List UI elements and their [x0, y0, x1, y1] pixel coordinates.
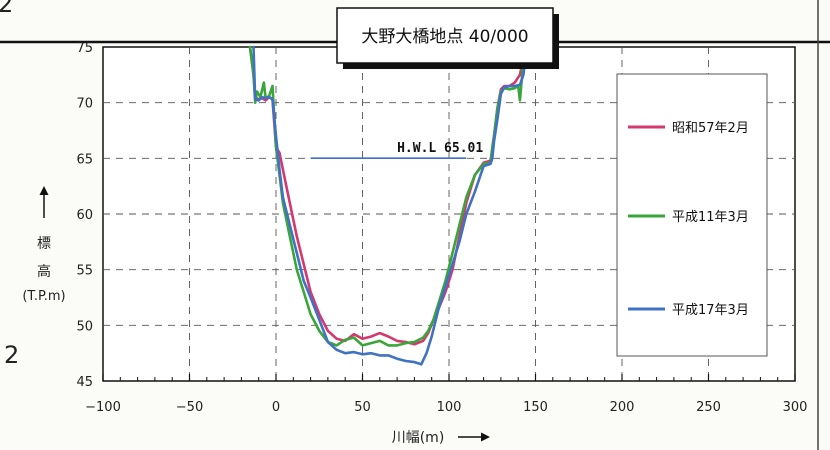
- y-tick-label: 70: [76, 97, 93, 112]
- title-box: [336, 7, 554, 64]
- legend-label-2: 平成11年3月: [672, 210, 749, 225]
- y-tick-label: 60: [76, 208, 93, 223]
- x-axis-arrow-head: [481, 432, 490, 442]
- x-tick-label: 100: [437, 400, 462, 415]
- y-axis-label-char-1: 標: [37, 236, 51, 252]
- chart-title-box: 大野大橋地点 40/000: [336, 7, 559, 69]
- x-tick-label: 50: [354, 400, 371, 415]
- series-lines: [248, 45, 529, 366]
- y-axis-unit: (T.P.m): [22, 289, 65, 304]
- y-axis-label: 標 高 (T.P.m): [22, 186, 66, 304]
- top-left-digit: 2: [0, 0, 13, 18]
- y-tick-label: 55: [76, 264, 93, 279]
- y-tick-label: 65: [76, 152, 93, 167]
- y-tick-label: 75: [76, 41, 93, 56]
- y-tick-label: 50: [76, 319, 93, 334]
- x-axis-ticks: −100 −50 0 50 100 150 200 250 300: [85, 374, 807, 415]
- y-axis-ticks: 45 50 55 60 65 70 75: [76, 41, 93, 390]
- legend-label-1: 昭和57年2月: [672, 121, 749, 136]
- x-tick-label: −100: [85, 400, 121, 415]
- hwl-annotation: H.W.L 65.01: [310, 141, 483, 160]
- x-tick-label: −50: [176, 400, 203, 415]
- x-tick-label: 200: [610, 400, 635, 415]
- x-tick-label: 250: [696, 400, 721, 415]
- x-axis-label-text: 川幅(m): [392, 430, 445, 446]
- x-axis-label: 川幅(m): [392, 430, 490, 446]
- y-axis-arrow-head: [39, 186, 49, 195]
- x-tick-label: 0: [272, 400, 280, 415]
- series-line-3: [252, 45, 529, 366]
- y-tick-label: 45: [76, 375, 93, 390]
- x-tick-label: 150: [523, 400, 548, 415]
- left-margin-digit: 2: [4, 341, 19, 369]
- y-axis-label-char-2: 高: [37, 263, 51, 280]
- legend-label-3: 平成17年3月: [672, 303, 749, 318]
- chart-title: 大野大橋地点 40/000: [361, 27, 528, 47]
- x-tick-label: 300: [783, 400, 808, 415]
- hwl-label: H.W.L 65.01: [397, 141, 483, 156]
